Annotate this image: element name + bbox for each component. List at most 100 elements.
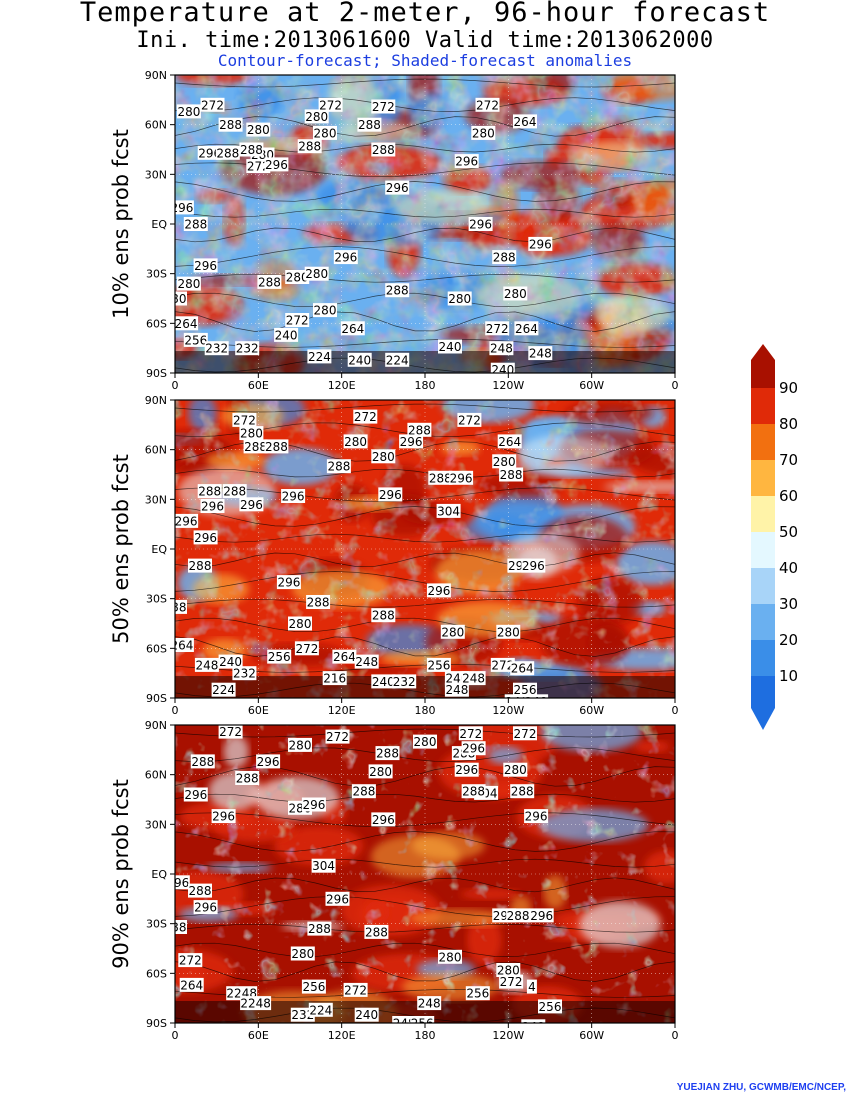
contour-label-box xyxy=(385,352,410,367)
contour-label-box xyxy=(190,754,215,769)
contour-label-box xyxy=(256,754,281,769)
contour-label-box xyxy=(454,154,479,169)
contour-label-box xyxy=(257,274,282,289)
contour-label: 296 xyxy=(212,810,235,824)
contour-label-box xyxy=(297,139,322,154)
y-tick-label: 30N xyxy=(145,168,167,181)
contour-label-box xyxy=(407,422,432,437)
contour-line xyxy=(175,468,675,478)
contour-line xyxy=(175,877,675,893)
contour-label: 272 xyxy=(372,100,395,114)
contour-label: 296 xyxy=(265,158,288,172)
contour-label-box xyxy=(513,114,537,129)
contour-label-box xyxy=(325,891,350,906)
contour-label: 288 xyxy=(298,140,321,154)
contour-label-box xyxy=(175,920,187,934)
x-tick-label: 60W xyxy=(579,704,604,717)
contour-label: 296 xyxy=(334,251,357,265)
contour-label: 296 xyxy=(525,810,548,824)
contour-label-box xyxy=(311,858,336,873)
colorbar-label: 50 xyxy=(779,523,798,541)
contour-label: 280 xyxy=(493,455,516,469)
x-tick-label: 60W xyxy=(579,379,604,392)
contour-line xyxy=(175,961,675,982)
contour-label-box xyxy=(496,963,521,977)
contour-label: 296 xyxy=(326,892,349,906)
x-tick-label: 180 xyxy=(415,379,436,392)
contour-label: 272 xyxy=(486,322,509,336)
contour-label: 304 xyxy=(437,504,460,518)
contour-label: 240 xyxy=(275,328,298,342)
contour-label-box xyxy=(426,657,451,672)
contour-label: 272 xyxy=(286,314,309,328)
contour-label: 232 xyxy=(236,342,259,356)
contour-line xyxy=(175,552,675,568)
contour-label-box xyxy=(218,654,243,669)
contour-line xyxy=(175,357,675,373)
contour-label: 296 xyxy=(450,471,473,485)
map-panel-3: 2722722802882722962722962802882963042882… xyxy=(109,719,679,1042)
contour-label-box xyxy=(288,737,312,752)
x-tick-label: 60E xyxy=(248,704,269,717)
contour-label: 280 xyxy=(441,625,464,639)
contour-line xyxy=(175,812,675,828)
contour-label-box xyxy=(301,979,326,994)
contour-label-box xyxy=(264,157,289,172)
contour-label-box xyxy=(529,908,554,923)
contour-label: 288 xyxy=(307,596,330,610)
contour-label-box xyxy=(175,316,199,331)
contour-label: 288 xyxy=(372,609,395,623)
contour-label-box xyxy=(438,339,462,354)
y-tick-label: 60N xyxy=(145,769,167,782)
contour-label-box xyxy=(471,125,496,140)
contour-label: 264 xyxy=(514,115,537,129)
contour-label: 288 xyxy=(358,118,381,132)
contour-label: 288 xyxy=(327,460,350,474)
contour-label: 296 xyxy=(372,813,395,827)
contour-label: 232 xyxy=(393,675,416,689)
map-panel-2: 2722802882882722802802882882962722642802… xyxy=(109,394,679,717)
contour-label-box xyxy=(499,467,524,482)
contour-label: 240 xyxy=(348,353,371,367)
contour-label: 296 xyxy=(194,259,217,273)
contour-label: 256 xyxy=(427,658,450,672)
contour-label: 248 xyxy=(393,1017,416,1031)
contour-label-box xyxy=(465,986,490,1001)
contour-label-box xyxy=(492,454,517,469)
contour-label-box xyxy=(325,729,350,744)
chart-subtitle-description: Contour-forecast; Shaded-forecast anomal… xyxy=(217,51,633,70)
y-tick-label: 90N xyxy=(145,394,167,407)
contour-label: 288 xyxy=(244,440,267,454)
contour-label: 280 xyxy=(314,126,337,140)
contour-label: 280 xyxy=(247,123,270,137)
x-tick-label: 120W xyxy=(492,1029,524,1042)
contour-label-box xyxy=(294,641,319,656)
contour-label: 224 xyxy=(309,1003,332,1017)
contour-line xyxy=(175,227,675,243)
contour-label-box xyxy=(503,286,528,301)
contour-label-box xyxy=(426,583,451,598)
contour-line xyxy=(175,208,675,218)
contour-label-box xyxy=(528,346,553,361)
contour-label-box xyxy=(514,321,539,336)
contour-label: 256 xyxy=(466,987,489,1001)
colorbar-label: 20 xyxy=(779,631,798,649)
contour-label: 272 xyxy=(476,98,499,112)
contour-label: 280 xyxy=(314,304,337,318)
x-tick-label: 0 xyxy=(172,704,179,717)
contour-label-box xyxy=(246,159,271,174)
contour-label-box xyxy=(243,439,268,454)
contour-label-box xyxy=(538,999,562,1014)
contour-label: 264 xyxy=(515,322,538,336)
contour-label: 256 xyxy=(514,683,537,697)
anomaly-shading: 2722722802882722962722962802882963042882… xyxy=(175,725,675,1031)
contour-label: 296 xyxy=(427,584,450,598)
contour-label-box xyxy=(235,771,260,785)
contour-label-box xyxy=(526,979,537,994)
contour-label-box xyxy=(204,341,229,356)
y-tick-label: 90S xyxy=(146,1017,167,1030)
contour-line xyxy=(175,598,675,608)
contour-label-box xyxy=(385,283,410,298)
contour-label: 280 xyxy=(344,435,367,449)
